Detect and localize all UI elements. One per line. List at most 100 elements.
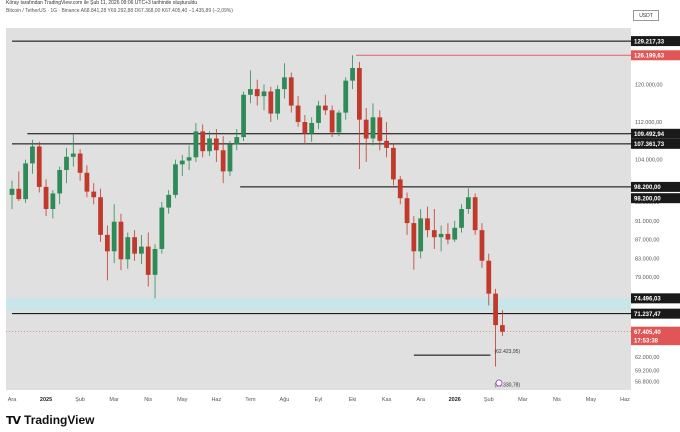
candle-41 bbox=[288, 72, 294, 113]
candle-body bbox=[363, 119, 369, 139]
price-tag-label: 74.496,03 bbox=[634, 297, 661, 303]
price-tick-2: 104.000,00 bbox=[635, 158, 663, 164]
candle-body bbox=[404, 198, 410, 224]
candle-67 bbox=[465, 188, 471, 214]
candle-53 bbox=[370, 103, 376, 146]
candle-44 bbox=[309, 117, 315, 142]
time-label-8: Ağu bbox=[280, 397, 290, 403]
candle-body bbox=[173, 164, 178, 195]
price-chart[interactable]: (62.423,95) (55.330,78) bbox=[6, 28, 631, 390]
price-tag-9: 17:53:38 bbox=[631, 335, 680, 346]
candle-body bbox=[241, 94, 246, 138]
candle-2 bbox=[23, 159, 29, 203]
price-tag-label: 98.200,00 bbox=[634, 185, 661, 191]
candle-body bbox=[139, 246, 144, 254]
price-tag-7: 71.237,47 bbox=[631, 308, 680, 319]
candle-68 bbox=[472, 193, 478, 235]
candle-49 bbox=[343, 77, 349, 120]
price-tag-label: 129.217,33 bbox=[634, 39, 665, 45]
candle-59 bbox=[411, 216, 417, 270]
candle-36 bbox=[254, 79, 260, 106]
candle-body bbox=[309, 122, 315, 134]
candle-10 bbox=[77, 149, 83, 181]
candle-body bbox=[322, 105, 328, 111]
candle-body bbox=[500, 325, 505, 332]
candle-body bbox=[465, 197, 471, 209]
price-tag-label: 126.199,63 bbox=[634, 53, 665, 59]
candle-body bbox=[431, 230, 437, 238]
candle-61 bbox=[425, 206, 430, 238]
candle-64 bbox=[445, 223, 451, 245]
candle-body bbox=[445, 233, 451, 240]
candle-body bbox=[125, 237, 131, 260]
candle-15 bbox=[111, 204, 117, 264]
candle-37 bbox=[261, 84, 267, 111]
price-tag-label: 107.361,73 bbox=[634, 142, 665, 148]
chart-header: Köray tarafından TradingView.com ile Şub… bbox=[6, 0, 631, 14]
candle-4 bbox=[36, 141, 42, 193]
candle-13 bbox=[98, 188, 103, 242]
candle-16 bbox=[118, 213, 124, 271]
price-tick-6: 83.000,00 bbox=[635, 256, 659, 262]
candle-55 bbox=[384, 122, 389, 158]
annotation-label-0: (62.423,95) bbox=[494, 349, 520, 355]
price-tag-bg bbox=[631, 50, 680, 61]
price-axis[interactable]: 120.000,00112.000,00104.000,0095.000,009… bbox=[631, 28, 680, 390]
price-tick-8: 62.000,00 bbox=[635, 355, 659, 361]
candle-body bbox=[329, 110, 335, 133]
candle-body bbox=[193, 131, 199, 158]
candle-29 bbox=[207, 131, 212, 156]
candle-body bbox=[9, 188, 15, 195]
price-tag-bg bbox=[631, 335, 680, 346]
candle-40 bbox=[282, 63, 287, 99]
candle-body bbox=[30, 146, 35, 164]
time-label-9: Eyl bbox=[315, 397, 323, 403]
price-tag-label: 98.200,00 bbox=[634, 196, 661, 202]
time-label-15: Mar bbox=[518, 397, 528, 403]
time-label-1: 2025 bbox=[40, 397, 52, 403]
candle-body bbox=[43, 186, 49, 209]
candle-body bbox=[356, 67, 362, 120]
candle-19 bbox=[139, 234, 144, 265]
candle-70 bbox=[486, 253, 492, 306]
candle-42 bbox=[295, 96, 301, 127]
candle-62 bbox=[431, 209, 437, 249]
candle-body bbox=[343, 80, 349, 113]
price-tag-label: 71.237,47 bbox=[634, 312, 661, 318]
time-label-10: Eki bbox=[349, 397, 357, 403]
candle-body bbox=[234, 137, 240, 145]
candle-21 bbox=[152, 244, 158, 299]
candle-39 bbox=[275, 85, 281, 120]
candle-body bbox=[493, 293, 498, 326]
candle-30 bbox=[213, 129, 219, 162]
price-tag-bg bbox=[631, 181, 680, 192]
candle-body bbox=[36, 146, 42, 187]
candle-5 bbox=[43, 179, 49, 217]
annotation-label-1: (55.330,78) bbox=[494, 382, 520, 388]
candle-body bbox=[118, 221, 124, 260]
time-label-16: Nis bbox=[553, 397, 561, 403]
time-label-6: Haz bbox=[211, 397, 221, 403]
candle-11 bbox=[84, 165, 90, 198]
candle-body bbox=[57, 169, 63, 194]
candle-22 bbox=[159, 201, 165, 254]
time-label-14: Şub bbox=[484, 397, 494, 403]
candle-body bbox=[472, 197, 478, 231]
time-axis[interactable]: Ara 2025 Şub Mar Nis May Haz Tem Ağu Eyl Eki Kas Ara… bbox=[6, 390, 631, 408]
price-tag-label: 67.405,40 bbox=[634, 330, 661, 336]
chart-plot-area[interactable]: (62.423,95) (55.330,78) bbox=[6, 28, 631, 390]
candle-71 bbox=[493, 288, 498, 367]
price-tick-7: 79.000,00 bbox=[635, 275, 659, 281]
currency-button[interactable]: USDT bbox=[633, 10, 659, 21]
time-label-13: 2026 bbox=[449, 397, 461, 403]
candle-63 bbox=[438, 225, 444, 252]
candle-body bbox=[254, 89, 260, 97]
candle-body bbox=[350, 67, 355, 81]
candle-9 bbox=[70, 134, 76, 167]
price-tag-label: 17:53:38 bbox=[634, 338, 659, 344]
candle-32 bbox=[227, 140, 233, 177]
price-tick-1: 112.000,00 bbox=[635, 120, 662, 126]
candle-body bbox=[248, 89, 253, 95]
time-axis-labels: Ara 2025 Şub Mar Nis May Haz Tem Ağu Eyl Eki Kas Ara… bbox=[8, 397, 630, 403]
candle-body bbox=[295, 105, 301, 123]
